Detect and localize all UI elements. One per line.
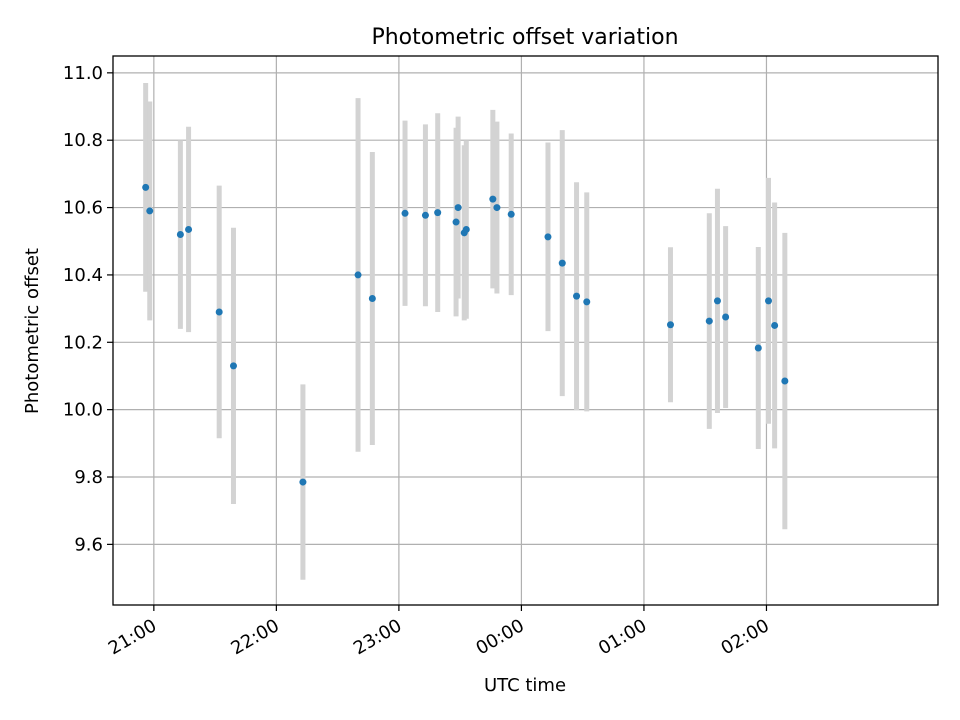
y-tick-label: 11.0 — [63, 63, 103, 84]
x-tick-label: 01:00 — [595, 615, 650, 659]
data-point — [452, 218, 460, 226]
y-axis-label: Photometric offset — [22, 248, 43, 414]
data-point — [215, 308, 223, 316]
x-tick-label: 23:00 — [350, 615, 405, 659]
x-axis-label: UTC time — [484, 675, 566, 696]
error-bars — [143, 82, 788, 580]
data-point — [507, 210, 515, 218]
data-point — [544, 233, 552, 241]
data-point — [229, 362, 237, 370]
data-point — [754, 344, 762, 352]
grid — [113, 56, 938, 605]
data-point — [368, 295, 376, 303]
y-tick-label: 10.6 — [63, 198, 103, 219]
y-tick-label: 10.2 — [63, 332, 103, 353]
data-point — [421, 211, 429, 219]
x-tick-label: 02:00 — [718, 615, 773, 659]
x-tick-label: 22:00 — [227, 615, 282, 659]
plot-area-frame — [112, 55, 939, 606]
y-tick-label: 9.8 — [74, 467, 103, 488]
data-point — [454, 204, 462, 212]
x-tick-label: 21:00 — [105, 615, 160, 659]
data-point — [781, 377, 789, 385]
data-point — [722, 313, 730, 321]
data-point — [299, 478, 307, 486]
data-point — [354, 271, 362, 279]
y-tick-label: 10.0 — [63, 400, 103, 421]
data-point — [489, 195, 497, 203]
axis-ticks: 21:00 22:00 23:00 00:00 01:00 02:00 9.6 9.8 10.0… — [63, 63, 773, 659]
data-point — [142, 183, 150, 191]
data-point — [434, 209, 442, 217]
data-point — [176, 231, 184, 239]
data-point — [713, 297, 721, 305]
chart-title: Photometric offset variation — [371, 25, 678, 50]
y-tick-label: 10.8 — [63, 130, 103, 151]
data-point — [583, 298, 591, 306]
x-tick-label: 00:00 — [472, 615, 527, 659]
y-tick-label: 10.4 — [63, 265, 103, 286]
data-point — [493, 204, 501, 212]
data-point — [573, 292, 581, 300]
data-point — [146, 207, 154, 215]
data-point — [765, 297, 773, 305]
data-points — [142, 183, 789, 486]
data-point — [401, 209, 409, 217]
data-point — [666, 321, 674, 329]
data-point — [185, 225, 193, 233]
data-point — [462, 225, 470, 233]
data-point — [705, 317, 713, 325]
y-tick-label: 9.6 — [74, 534, 103, 555]
data-point — [771, 321, 779, 329]
data-point — [558, 259, 566, 267]
